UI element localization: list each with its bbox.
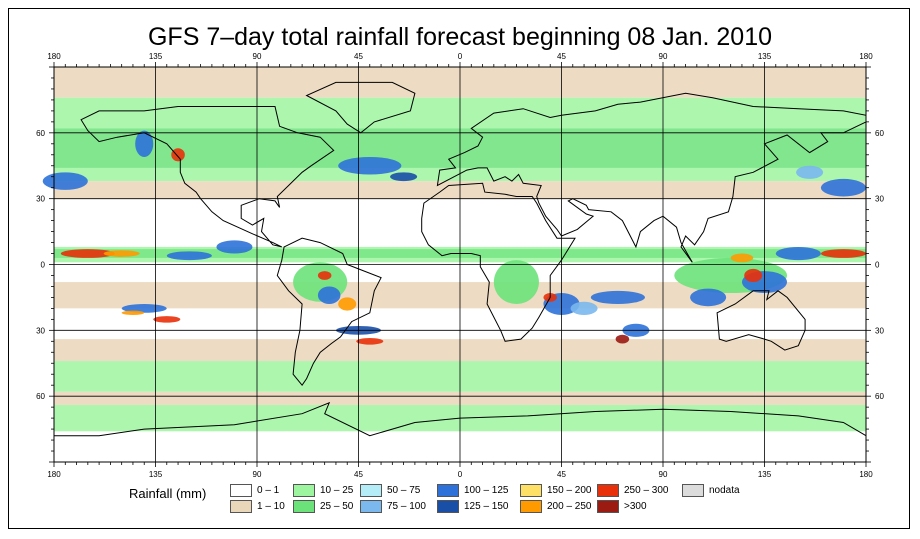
lon-label-top: 90	[253, 52, 262, 61]
north-america-outline	[80, 106, 335, 248]
rainfall-cell	[796, 165, 824, 179]
legend-swatch	[437, 500, 459, 513]
rainfall-cell	[317, 271, 332, 280]
legend-swatch	[360, 500, 382, 513]
lat-label-right: 30	[875, 326, 884, 335]
rainfall-cell	[153, 316, 181, 323]
lon-label-bottom: 135	[758, 470, 772, 479]
rainfall-cell	[338, 297, 357, 311]
rainfall-cell	[775, 246, 821, 261]
legend-swatch	[293, 500, 315, 513]
legend-swatch	[437, 484, 459, 497]
lat-label-right: 30	[875, 195, 884, 204]
legend-label: 150 – 200	[547, 485, 592, 496]
legend-swatch	[293, 484, 315, 497]
continent-outlines	[54, 81, 867, 437]
lon-label-bottom: 0	[458, 470, 463, 479]
rainfall-cell	[744, 268, 763, 283]
lon-label-top: 45	[354, 52, 363, 61]
antarctica-outline	[54, 401, 867, 437]
rainfall-cell	[356, 338, 384, 345]
figure-frame	[8, 8, 910, 529]
legend-swatch	[360, 484, 382, 497]
rainfall-cell	[493, 260, 539, 304]
rainfall-cell	[317, 286, 341, 304]
lon-label-bottom: 180	[47, 470, 61, 479]
rainfall-cell	[690, 288, 727, 307]
rainfall-cell	[171, 148, 185, 162]
rainfall-cell	[820, 249, 866, 258]
rainfall-cell	[166, 251, 212, 261]
lat-label-left: 30	[36, 195, 45, 204]
legend-swatch	[520, 484, 542, 497]
rainfall-cell	[135, 130, 154, 157]
legend-swatch	[597, 484, 619, 497]
lat-label-left: 60	[36, 392, 45, 401]
eurasia-outline	[436, 92, 867, 263]
legend-swatch	[520, 500, 542, 513]
legend-label: 1 – 10	[257, 501, 285, 512]
lon-label-top: 0	[458, 52, 463, 61]
lon-label-top: 45	[557, 52, 566, 61]
map-title: GFS 7–day total rainfall forecast beginn…	[147, 23, 772, 51]
rainfall-cell	[570, 301, 598, 315]
legend-label: 0 – 1	[257, 485, 280, 496]
rainfall-cell	[103, 250, 140, 257]
lat-label-left: 60	[36, 129, 45, 138]
rainfall-cell	[590, 290, 645, 304]
legend-label: 250 – 300	[624, 485, 669, 496]
rainfall-cell	[42, 172, 88, 190]
legend-label: 125 – 150	[464, 501, 509, 512]
greenland-outline	[305, 81, 416, 134]
rainfall-cell	[730, 253, 754, 263]
legend-label: 75 – 100	[387, 501, 426, 512]
legend-swatch	[597, 500, 619, 513]
lon-label-top: 135	[149, 52, 163, 61]
lon-label-bottom: 135	[149, 470, 163, 479]
rainfall-cell	[60, 249, 115, 258]
legend-label: >300	[624, 501, 647, 512]
legend-label: 100 – 125	[464, 485, 509, 496]
rainfall-cell	[820, 178, 866, 197]
lon-label-top: 135	[758, 52, 772, 61]
rainfall-cell	[338, 156, 402, 175]
lon-label-top: 180	[859, 52, 873, 61]
legend-label: 200 – 250	[547, 501, 592, 512]
lon-label-bottom: 90	[253, 470, 262, 479]
lon-label-bottom: 45	[354, 470, 363, 479]
lon-label-top: 180	[47, 52, 61, 61]
lon-label-bottom: 90	[659, 470, 668, 479]
legend-swatch	[230, 484, 252, 497]
lat-label-left: 0	[41, 261, 46, 270]
legend-label: 10 – 25	[320, 485, 354, 496]
lat-label-left: 30	[36, 326, 45, 335]
legend-label: 50 – 75	[387, 485, 421, 496]
rainfall-cell	[216, 240, 253, 254]
rainfall-cell	[390, 172, 418, 182]
south-america-outline	[276, 237, 382, 387]
rainfall-cell	[121, 310, 145, 315]
rainfall-cell	[615, 334, 630, 344]
lon-label-bottom: 180	[859, 470, 873, 479]
legend-swatch	[682, 484, 704, 497]
lat-label-right: 60	[875, 392, 884, 401]
axis-ticks: 180 180 135 135 90 90 45 45 0 0 45 45 90 90 135 135 180 1…	[36, 52, 884, 479]
africa-outline	[421, 182, 576, 342]
lat-label-right: 60	[875, 129, 884, 138]
lat-label-right: 0	[875, 261, 880, 270]
graticule	[54, 67, 866, 462]
legend-label: 25 – 50	[320, 501, 354, 512]
lon-label-bottom: 45	[557, 470, 566, 479]
legend-title: Rainfall (mm)	[129, 486, 207, 501]
legend-label: nodata	[709, 485, 740, 496]
lon-label-top: 90	[659, 52, 668, 61]
legend-swatch	[230, 500, 252, 513]
